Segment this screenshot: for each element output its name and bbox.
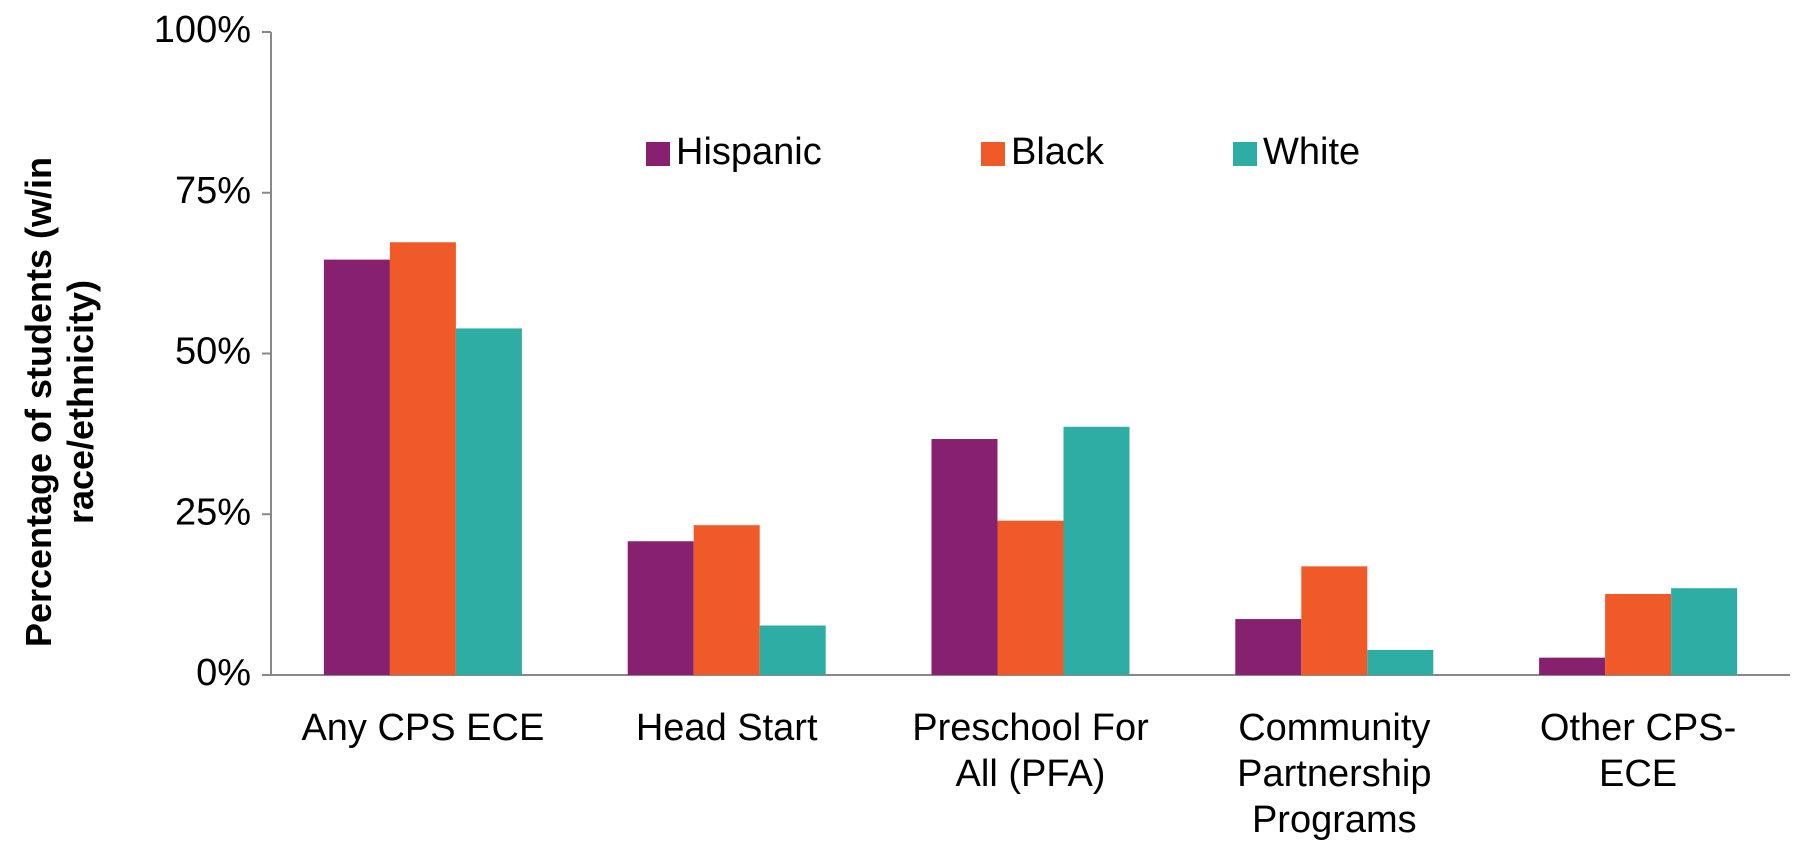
bar [455,328,522,675]
x-tick-label: Head Start [635,707,818,749]
y-tick-label: 50% [175,331,251,373]
x-tick-label: Community Partnership Programs [1237,707,1432,841]
bar [323,259,390,675]
bar [693,525,760,675]
legend-label: Hispanic [676,131,822,173]
bar [1539,657,1606,675]
bar [1367,649,1434,675]
legend-swatch [646,142,670,166]
x-tick-label: Preschool For All (PFA) [912,707,1149,795]
bar [1605,593,1672,675]
legend-label: Black [1011,131,1105,173]
legend-label: White [1263,131,1360,173]
legend-swatch [981,142,1005,166]
bar [997,520,1064,675]
x-tick-label: Any CPS ECE [301,707,545,749]
bar [1063,426,1130,675]
bar [1235,619,1302,675]
y-tick-label: 25% [175,491,251,533]
legend-swatch [1233,142,1257,166]
bar [759,625,826,675]
x-tick-label: Other CPS- ECE [1539,707,1737,795]
y-tick-label: 100% [154,9,251,51]
y-tick-label: 75% [175,170,251,212]
bar [1301,566,1368,675]
bar [931,439,998,675]
bar [389,242,456,676]
y-axis-title: Percentage of students (w/in race/ethnic… [18,156,101,648]
bar [1671,588,1738,675]
bar [627,541,694,675]
y-tick-label: 0% [196,652,251,694]
